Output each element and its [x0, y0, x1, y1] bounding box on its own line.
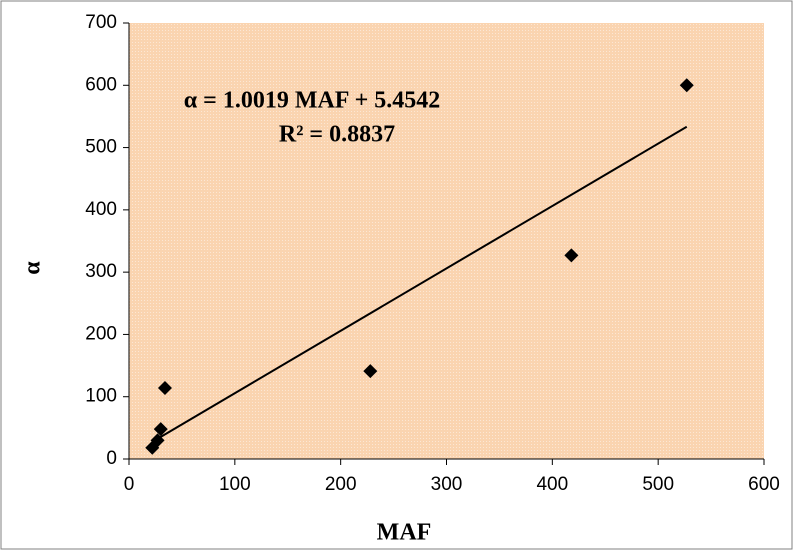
x-tick-label: 200 — [325, 474, 357, 495]
plot-texture — [129, 23, 764, 459]
y-tick-label: 600 — [85, 74, 117, 95]
y-tick-label: 500 — [85, 137, 117, 158]
x-tick-label: 400 — [536, 474, 568, 495]
y-tick-label: 200 — [85, 323, 117, 344]
point — [363, 364, 378, 379]
equation: α = 1.0019 MAF + 5.4542 — [184, 88, 441, 114]
y-tick-label: 100 — [85, 386, 117, 407]
x-axis-title: MAF — [377, 520, 432, 546]
x-tick-label: 300 — [431, 474, 463, 495]
y-axis-title: α — [20, 261, 46, 275]
point — [157, 380, 172, 395]
x-tick-label: 600 — [748, 474, 780, 495]
y-tick-label: 0 — [106, 448, 117, 469]
r-squared: R² = 0.8837 — [279, 122, 395, 148]
x-tick-label: 100 — [219, 474, 251, 495]
y-tick-label: 700 — [85, 12, 117, 33]
x-tick-label: 0 — [124, 474, 135, 495]
point — [145, 440, 160, 455]
point — [564, 248, 579, 263]
point — [679, 78, 694, 93]
x-tick-label: 500 — [642, 474, 674, 495]
trendline — [151, 125, 688, 443]
point — [153, 422, 168, 437]
y-tick-label: 300 — [85, 261, 117, 282]
y-tick-label: 400 — [85, 199, 117, 220]
